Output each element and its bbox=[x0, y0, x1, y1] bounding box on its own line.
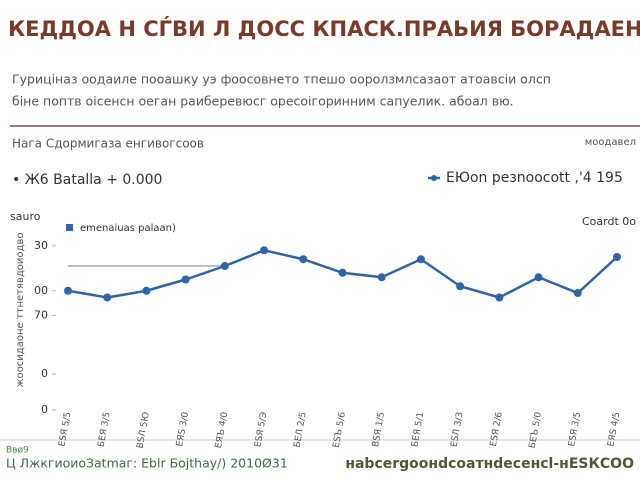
section-label-right: моодавел bbox=[585, 137, 636, 148]
data-point bbox=[220, 262, 229, 270]
footer-tag: Ввø9 bbox=[6, 446, 29, 456]
data-point bbox=[495, 293, 504, 302]
x-tick-label: ЕЅЯ 3/5 bbox=[567, 411, 583, 447]
data-point bbox=[338, 268, 347, 277]
y-tick-label: 0 bbox=[41, 403, 48, 416]
x-tick-label: ЕЅЯ 5/Э bbox=[253, 411, 269, 448]
data-point bbox=[377, 273, 386, 282]
x-tick-label: БЕЛ 2/5 bbox=[293, 411, 309, 448]
data-point bbox=[534, 273, 543, 282]
inset-legend-swatch bbox=[66, 224, 73, 231]
y-tick-label: 00 bbox=[34, 284, 48, 297]
annotation: Coardt 0o bbox=[582, 215, 636, 228]
data-point bbox=[260, 246, 269, 255]
x-tick-label: БЕЯ 5/1 bbox=[410, 411, 426, 448]
footer-right: наbсеrgоонdсоатнdесенсl-нЕЅКСОО bbox=[345, 456, 634, 472]
y-tick-label: 30 bbox=[34, 239, 48, 252]
x-tick-label: ЕЅЯ 5/5 bbox=[57, 411, 73, 447]
x-tick-label: БЕЯ 3/5 bbox=[97, 411, 113, 448]
x-tick-label: ЕЅЪ 5/6 bbox=[332, 411, 348, 449]
data-point bbox=[416, 255, 425, 264]
chart-title: КЕДДОА Н СЃВИ Л ДОСС КПАСК.ПРАЬИЯ БОРАДА… bbox=[8, 16, 640, 41]
data-point bbox=[103, 293, 112, 302]
x-tick-label: ЕЅЛ 3/3 bbox=[450, 411, 466, 448]
inset-legend: emenaiuas palaan) bbox=[80, 223, 176, 234]
legend-label: EЮon peзnoocott ,'4 195 bbox=[446, 170, 623, 186]
y-axis-label: жоосидаоне ттнетявдоиодво bbox=[15, 233, 26, 388]
data-point bbox=[181, 275, 190, 284]
data-point bbox=[142, 286, 151, 295]
x-tick-label: ЕЯЅ 4/5 bbox=[606, 411, 622, 447]
x-tick-label: ЕЯЪ 4/0 bbox=[214, 411, 230, 449]
x-tick-label: ВЅЛ 5Ю bbox=[136, 411, 152, 449]
legend-swatch bbox=[431, 175, 437, 181]
x-tick-label: ВЅЯ 1/5 bbox=[371, 411, 387, 448]
data-point bbox=[456, 282, 465, 291]
data-point bbox=[613, 253, 621, 261]
footer-left: Ц ЛжкгиоиоЗаtmaг: Еblr Бојthaу/) 2010Ø31 bbox=[6, 456, 288, 471]
x-tick-label: ЕЅЯ 2/6 bbox=[489, 411, 505, 447]
y-top-label: sauro bbox=[10, 210, 41, 223]
y-tick-label: 0 bbox=[41, 367, 48, 380]
subtitle: Гуриціназ оодаиле пооашку уэ фоосовнето … bbox=[12, 72, 551, 87]
subtitle: біне поптв оісенсн оеган раиберевюсг оре… bbox=[12, 94, 514, 109]
y-tick-label: 70 bbox=[34, 309, 48, 322]
data-point bbox=[573, 289, 582, 297]
x-tick-label: БЕЪ 5/0 bbox=[528, 411, 544, 449]
section-label: Нага Сдормигаза енгивогсоов bbox=[12, 137, 204, 151]
x-tick-label: ЕЯЅ 3/0 bbox=[175, 411, 191, 447]
stat: • Ж6 Batalla + 0.000 bbox=[12, 172, 162, 188]
data-point bbox=[64, 286, 72, 295]
data-point bbox=[299, 255, 308, 264]
